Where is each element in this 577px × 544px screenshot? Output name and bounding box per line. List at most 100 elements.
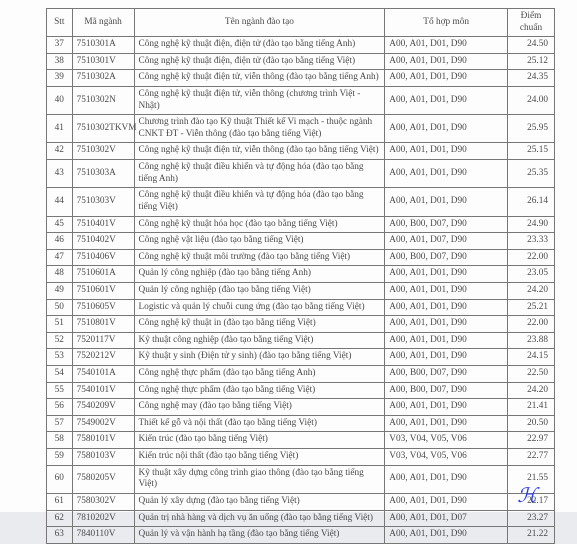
cell-stt: 48 bbox=[47, 266, 73, 283]
cell-stt: 40 bbox=[47, 87, 73, 115]
table-row: 527520117VKỹ thuật công nghiệp (đào tạo … bbox=[47, 332, 555, 349]
cell-name: Công nghệ thực phẩm (đào tạo bằng tiếng … bbox=[134, 366, 385, 383]
cell-stt: 55 bbox=[47, 382, 73, 399]
cell-name: Kỹ thuật xây dựng công trình giao thông … bbox=[134, 465, 385, 493]
cell-score: 24.50 bbox=[508, 37, 555, 54]
table-row: 537520212VKỹ thuật y sinh (Điện tử y sin… bbox=[47, 349, 555, 366]
cell-score: 24.20 bbox=[508, 382, 555, 399]
cell-score: 22.00 bbox=[508, 316, 555, 333]
table-row: 547540101ACông nghệ thực phẩm (đào tạo b… bbox=[47, 366, 555, 383]
cell-stt: 63 bbox=[47, 527, 73, 544]
cell-stt: 59 bbox=[47, 449, 73, 466]
cell-code: 7510406V bbox=[72, 249, 134, 266]
cell-stt: 51 bbox=[47, 316, 73, 333]
cell-score: 25.95 bbox=[508, 115, 555, 143]
cell-combo: A00, A01, D01, D90 bbox=[385, 266, 508, 283]
cell-stt: 39 bbox=[47, 70, 73, 87]
cell-name: Công nghệ may (đào tạo bằng tiếng Việt) bbox=[134, 399, 385, 416]
col-code: Mã ngành bbox=[72, 9, 134, 37]
table-row: 407510302NCông nghệ kỹ thuật điện tử, vi… bbox=[47, 87, 555, 115]
cell-stt: 53 bbox=[47, 349, 73, 366]
cell-score: 24.15 bbox=[508, 349, 555, 366]
cell-code: 7580205V bbox=[72, 465, 134, 493]
cell-stt: 44 bbox=[47, 188, 73, 216]
cell-name: Kỹ thuật y sinh (Điện tử y sinh) (đào tạ… bbox=[134, 349, 385, 366]
cell-name: Công nghệ kỹ thuật điều khiển và tự động… bbox=[134, 160, 385, 188]
cell-name: Kỹ thuật công nghiệp (đào tạo bằng tiếng… bbox=[134, 332, 385, 349]
table-row: 477510406VCông nghệ kỹ thuật môi trường … bbox=[47, 249, 555, 266]
table-row: 417510302TKVMChương trình đào tạo Kỹ thu… bbox=[47, 115, 555, 143]
cell-combo: A00, A01, D01, D90 bbox=[385, 160, 508, 188]
cell-code: 7810202V bbox=[72, 510, 134, 527]
table-row: 467510402VCông nghệ vật liệu (đào tạo bằ… bbox=[47, 233, 555, 250]
table-row: 507510605VLogistic và quản lý chuỗi cung… bbox=[47, 299, 555, 316]
cell-score: 25.21 bbox=[508, 299, 555, 316]
table-row: 377510301ACông nghệ kỹ thuật điện, điện … bbox=[47, 37, 555, 54]
cell-name: Công nghệ kỹ thuật điện tử, viễn thông (… bbox=[134, 143, 385, 160]
cell-stt: 38 bbox=[47, 53, 73, 70]
table-row: 517510801VCông nghệ kỹ thuật in (đào tạo… bbox=[47, 316, 555, 333]
col-combo: Tổ hợp môn bbox=[385, 9, 508, 37]
cell-combo: A00, A01, D01, D90 bbox=[385, 299, 508, 316]
cell-combo: A00, A01, D01, D90 bbox=[385, 53, 508, 70]
cell-name: Công nghệ kỹ thuật điện tử, viễn thông (… bbox=[134, 87, 385, 115]
cell-code: 7510303V bbox=[72, 188, 134, 216]
cell-combo: A00, B00, D07, D90 bbox=[385, 366, 508, 383]
cell-stt: 54 bbox=[47, 366, 73, 383]
cell-code: 7510302TKVM bbox=[72, 115, 134, 143]
table-row: 497510601VQuản lý công nghiệp (đào tạo b… bbox=[47, 282, 555, 299]
cell-score: 23.33 bbox=[508, 233, 555, 250]
cell-score: 22.97 bbox=[508, 432, 555, 449]
cell-stt: 49 bbox=[47, 282, 73, 299]
cell-score: 22.77 bbox=[508, 449, 555, 466]
cell-score: 21.22 bbox=[508, 527, 555, 544]
table-row: 617580302VQuản lý xây dựng (đào tạo bằng… bbox=[47, 493, 555, 510]
cell-combo: A00, A01, D01, D90 bbox=[385, 465, 508, 493]
cell-code: 7510303A bbox=[72, 160, 134, 188]
cell-stt: 52 bbox=[47, 332, 73, 349]
cell-combo: A00, A01, D01, D90 bbox=[385, 399, 508, 416]
cell-combo: A00, A01, D01, D90 bbox=[385, 415, 508, 432]
cell-code: 7510301V bbox=[72, 53, 134, 70]
cell-combo: A00, A01, D01, D90 bbox=[385, 349, 508, 366]
cell-stt: 60 bbox=[47, 465, 73, 493]
cell-name: Quản lý xây dựng (đào tạo bằng tiếng Việ… bbox=[134, 493, 385, 510]
cell-name: Công nghệ kỹ thuật điện, điện tử (đào tạ… bbox=[134, 37, 385, 54]
cell-code: 7520117V bbox=[72, 332, 134, 349]
table-row: 437510303ACông nghệ kỹ thuật điều khiển … bbox=[47, 160, 555, 188]
cell-name: Công nghệ kỹ thuật môi trường (đào tạo b… bbox=[134, 249, 385, 266]
cell-combo: A00, A01, D01, D90 bbox=[385, 282, 508, 299]
cell-combo: A00, A01, D01, D90 bbox=[385, 115, 508, 143]
cell-stt: 58 bbox=[47, 432, 73, 449]
cell-combo: A00, B00, D07, D90 bbox=[385, 249, 508, 266]
table-row: 447510303VCông nghệ kỹ thuật điều khiển … bbox=[47, 188, 555, 216]
cell-code: 7510301A bbox=[72, 37, 134, 54]
cell-name: Quản lý công nghiệp (đào tạo bằng tiếng … bbox=[134, 282, 385, 299]
table-row: 457510401VCông nghệ kỹ thuật hóa học (đà… bbox=[47, 216, 555, 233]
cell-name: Công nghệ kỹ thuật hóa học (đào tạo bằng… bbox=[134, 216, 385, 233]
cell-score: 21.55 bbox=[508, 465, 555, 493]
cell-code: 7510801V bbox=[72, 316, 134, 333]
cell-stt: 37 bbox=[47, 37, 73, 54]
cell-combo: A00, A01, D01, D90 bbox=[385, 87, 508, 115]
cell-name: Thiết kế gỗ và nội thất (đào tạo bằng ti… bbox=[134, 415, 385, 432]
cell-code: 7520212V bbox=[72, 349, 134, 366]
cell-score: 24.35 bbox=[508, 70, 555, 87]
cell-code: 7540101A bbox=[72, 366, 134, 383]
cell-combo: A00, A01, D01, D90 bbox=[385, 332, 508, 349]
cell-code: 7540101V bbox=[72, 382, 134, 399]
cell-code: 7510302A bbox=[72, 70, 134, 87]
cell-name: Công nghệ kỹ thuật điều khiển và tự động… bbox=[134, 188, 385, 216]
cell-combo: A00, A01, D01, D90 bbox=[385, 188, 508, 216]
cell-score: 21.41 bbox=[508, 399, 555, 416]
document-page: Stt Mã ngành Tên ngành đào tạo Tổ hợp mô… bbox=[0, 0, 577, 512]
cell-score: 25.12 bbox=[508, 53, 555, 70]
cell-code: 7510402V bbox=[72, 233, 134, 250]
cell-code: 7510601A bbox=[72, 266, 134, 283]
cell-score: 23.88 bbox=[508, 332, 555, 349]
table-header-row: Stt Mã ngành Tên ngành đào tạo Tổ hợp mô… bbox=[47, 9, 555, 37]
cell-score: 20.50 bbox=[508, 415, 555, 432]
cell-name: Logistic và quản lý chuỗi cung ứng (đào … bbox=[134, 299, 385, 316]
cell-code: 7580101V bbox=[72, 432, 134, 449]
cell-stt: 62 bbox=[47, 510, 73, 527]
